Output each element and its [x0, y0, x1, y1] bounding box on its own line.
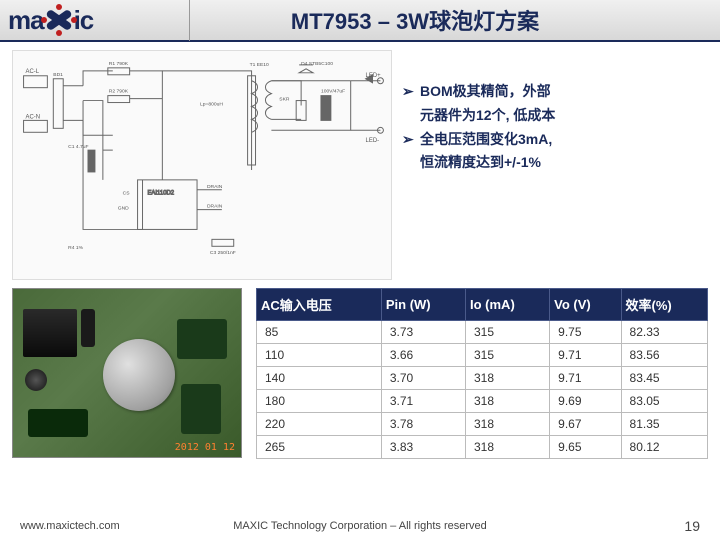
bullet-item: 全电压范围变化3mA, [402, 128, 708, 152]
table-cell: 9.67 [550, 413, 621, 436]
svg-text:100V/47uF: 100V/47uF [321, 89, 345, 95]
svg-text:R2 790K: R2 790K [109, 89, 129, 95]
pcb-photo: 2012 01 12 [12, 288, 242, 458]
table-cell: 80.12 [621, 436, 707, 459]
table-header: 效率(%) [621, 289, 707, 321]
table-cell: 9.69 [550, 390, 621, 413]
table-header: Pin (W) [381, 289, 465, 321]
bullet-list: BOM极其精简，外部 元器件为12个, 低成本 全电压范围变化3mA, 恒流精度… [402, 50, 708, 280]
table-cell: 82.33 [621, 321, 707, 344]
table-cell: 318 [466, 367, 550, 390]
svg-text:BD1: BD1 [53, 72, 63, 78]
svg-text:DRAIN: DRAIN [207, 184, 223, 190]
table-cell: 3.70 [381, 367, 465, 390]
svg-text:C1 4.7uF: C1 4.7uF [68, 144, 88, 150]
table-cell: 315 [466, 344, 550, 367]
table-cell: 318 [466, 413, 550, 436]
slide-title: MT7953 – 3W球泡灯方案 [190, 4, 720, 36]
table-cell: 315 [466, 321, 550, 344]
table-cell: 3.83 [381, 436, 465, 459]
svg-text:CS: CS [123, 191, 131, 197]
svg-text:GND: GND [118, 206, 129, 212]
table-cell: 9.71 [550, 344, 621, 367]
svg-text:AC-L: AC-L [26, 69, 40, 75]
svg-text:DRAIN: DRAIN [207, 204, 223, 210]
table-cell: 3.66 [381, 344, 465, 367]
table-cell: 140 [257, 367, 382, 390]
table-cell: 3.73 [381, 321, 465, 344]
table-cell: 265 [257, 436, 382, 459]
table-cell: 83.45 [621, 367, 707, 390]
svg-text:Lp=800uH: Lp=800uH [200, 102, 223, 108]
table-row: 1803.713189.6983.05 [257, 390, 708, 413]
logo-text-1: ma [8, 5, 44, 36]
table-cell: 81.35 [621, 413, 707, 436]
table-body: 853.733159.7582.331103.663159.7183.56140… [257, 321, 708, 459]
table-row: 853.733159.7582.33 [257, 321, 708, 344]
svg-text:AC-N: AC-N [26, 114, 41, 120]
bullet-item: BOM极其精简，外部 [402, 80, 708, 104]
table-row: 2203.783189.6781.35 [257, 413, 708, 436]
table-cell: 9.75 [550, 321, 621, 344]
coin-icon [103, 339, 175, 411]
table-header: AC输入电压 [257, 289, 382, 321]
svg-text:D4 STB5C100: D4 STB5C100 [301, 61, 333, 67]
table-cell: 220 [257, 413, 382, 436]
table-row: 2653.833189.6580.12 [257, 436, 708, 459]
bullet-text: 全电压范围变化3mA, [420, 131, 552, 147]
photo-date: 2012 01 12 [175, 442, 235, 453]
table-cell: 9.65 [550, 436, 621, 459]
bullet-text: 恒流精度达到+/-1% [402, 151, 708, 175]
bullet-text: BOM极其精简，外部 [420, 83, 551, 99]
bullet-text: 元器件为12个, 低成本 [402, 104, 708, 128]
table-cell: 85 [257, 321, 382, 344]
table-cell: 318 [466, 436, 550, 459]
table-cell: 318 [466, 390, 550, 413]
circuit-diagram: EAI110D2 AC-L AC-N BD1 R1 [12, 50, 392, 280]
svg-text:R4 1%: R4 1% [68, 245, 83, 251]
table-header: Io (mA) [466, 289, 550, 321]
performance-table: AC输入电压 Pin (W) Io (mA) Vo (V) 效率(%) 853.… [256, 288, 708, 459]
table-row: 1403.703189.7183.45 [257, 367, 708, 390]
svg-text:SKR: SKR [279, 97, 290, 103]
slide-footer: www.maxictech.com MAXIC Technology Corpo… [0, 518, 720, 534]
svg-text:C3 250/1nF: C3 250/1nF [210, 250, 236, 256]
svg-text:EAI110D2: EAI110D2 [147, 191, 174, 197]
svg-text:T1 EE10: T1 EE10 [250, 62, 269, 68]
table-cell: 110 [257, 344, 382, 367]
table-cell: 9.71 [550, 367, 621, 390]
table-cell: 3.78 [381, 413, 465, 436]
svg-text:R1 790K: R1 790K [109, 61, 129, 67]
table-cell: 83.05 [621, 390, 707, 413]
table-row: 1103.663159.7183.56 [257, 344, 708, 367]
svg-text:LED+: LED+ [366, 73, 382, 79]
table-header: Vo (V) [550, 289, 621, 321]
table-cell: 180 [257, 390, 382, 413]
lower-content: 2012 01 12 AC输入电压 Pin (W) Io (mA) Vo (V)… [0, 280, 720, 459]
table-cell: 3.71 [381, 390, 465, 413]
table-header-row: AC输入电压 Pin (W) Io (mA) Vo (V) 效率(%) [257, 289, 708, 321]
logo-x-icon [45, 6, 73, 34]
footer-url: www.maxictech.com [20, 520, 120, 532]
footer-copyright: MAXIC Technology Corporation – All right… [233, 520, 487, 532]
logo: ma ic [0, 0, 190, 41]
table-cell: 83.56 [621, 344, 707, 367]
slide-header: ma ic MT7953 – 3W球泡灯方案 [0, 0, 720, 42]
page-number: 19 [684, 518, 700, 534]
svg-text:LED-: LED- [366, 138, 380, 144]
upper-content: EAI110D2 AC-L AC-N BD1 R1 [0, 42, 720, 280]
